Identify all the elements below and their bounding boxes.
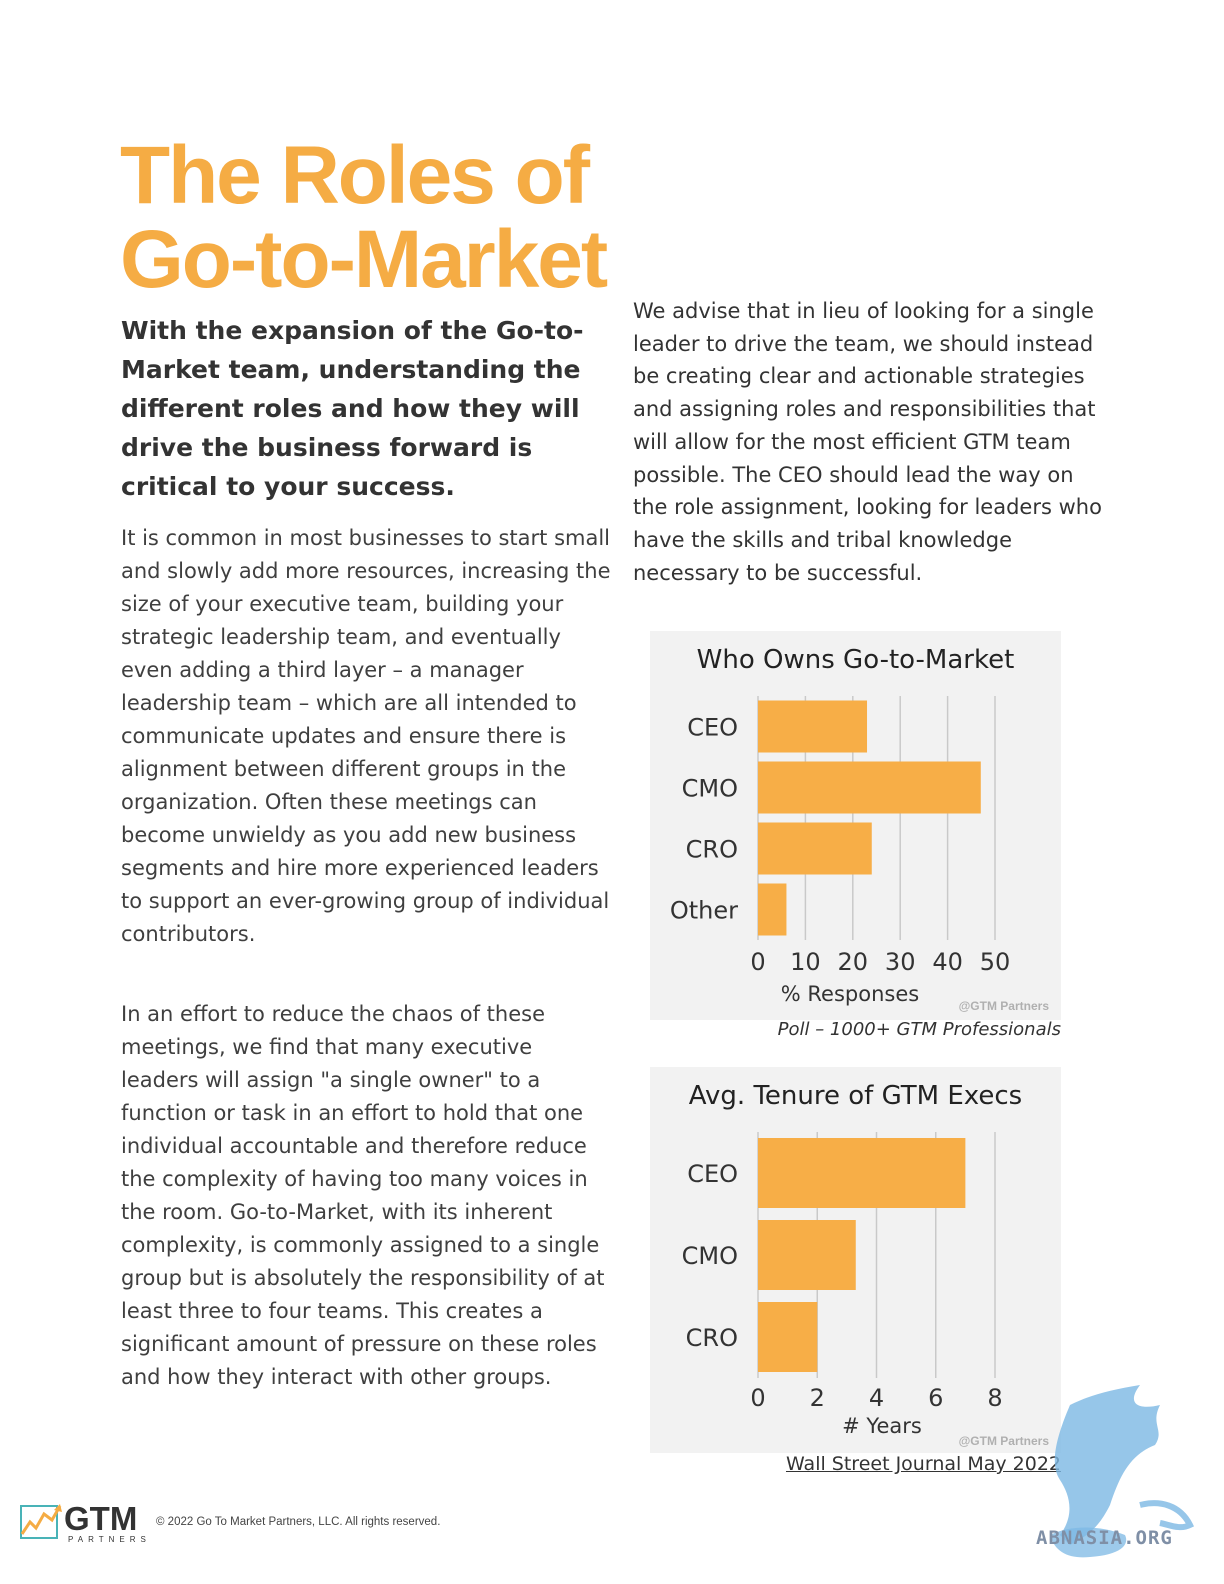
x-tick-label: 40	[932, 948, 963, 976]
bar-cmo	[758, 761, 981, 814]
chart-caption: Poll – 1000+ GTM Professionals	[777, 1019, 1061, 1040]
x-tick-label: 6	[928, 1384, 943, 1412]
x-tick-label: 2	[810, 1384, 825, 1412]
x-tick-label: 20	[838, 948, 869, 976]
chart-plot: 0 2 4 6 8 CEO CMO CRO # Years	[682, 1132, 1003, 1438]
category-label: CMO	[682, 1242, 738, 1270]
title-line-2: Go-to-Market	[120, 214, 608, 305]
bar-cro	[758, 822, 872, 875]
category-label: CRO	[686, 836, 738, 864]
chart-avg-tenure: Avg. Tenure of GTM Execs 0 2 4 6 8 CEO CMO CRO #…	[650, 1067, 1061, 1453]
category-label: CEO	[687, 1160, 738, 1188]
category-label: CMO	[682, 775, 738, 803]
bar-other	[758, 883, 787, 936]
x-tick-label: 0	[750, 948, 765, 976]
x-tick-label: 30	[885, 948, 916, 976]
stamp-text: ABNASIA.ORG	[1036, 1527, 1173, 1549]
category-label: CRO	[686, 1324, 738, 1352]
logo-text: GTM	[64, 1500, 138, 1537]
griffin-stamp-icon	[1050, 1385, 1195, 1558]
category-label: Other	[670, 897, 738, 925]
bar-ceo	[758, 1138, 966, 1208]
x-tick-label: 0	[750, 1384, 765, 1412]
x-tick-label: 4	[869, 1384, 884, 1412]
chart-watermark: @GTM Partners	[958, 999, 1049, 1013]
x-tick-label: 8	[987, 1384, 1002, 1412]
category-label: CEO	[687, 714, 738, 742]
body-paragraph-3: We advise that in lieu of looking for a …	[633, 299, 1102, 585]
chart-arrow-icon	[20, 1504, 62, 1539]
chart-plot: 0 10 20 30 40 50 CEO CMO CRO Other % Responses	[670, 696, 1011, 1006]
body-paragraph-2: In an effort to reduce the chaos of thes…	[121, 1002, 605, 1389]
source-link[interactable]: Wall Street Journal May 2022	[785, 1453, 1061, 1475]
chart-title: Who Owns Go-to-Market	[696, 645, 1015, 675]
title-line-1: The Roles of	[120, 130, 590, 221]
bar-cro	[758, 1302, 818, 1372]
bar-cmo	[758, 1220, 856, 1290]
x-axis-label: # Years	[842, 1414, 922, 1438]
logo-subtext: PARTNERS	[68, 1535, 151, 1544]
chart-watermark: @GTM Partners	[958, 1434, 1049, 1448]
x-tick-label: 50	[980, 948, 1011, 976]
chart-title: Avg. Tenure of GTM Execs	[688, 1081, 1023, 1111]
gtm-partners-logo: GTM PARTNERS	[20, 1500, 146, 1548]
chart-who-owns-gtm: Who Owns Go-to-Market 0 10 20 30 40 50 CEO CMO C…	[650, 631, 1061, 1020]
lead-paragraph: With the expansion of the Go-to-Market t…	[121, 316, 584, 501]
bar-ceo	[758, 700, 868, 753]
body-paragraph-1: It is common in most businesses to start…	[121, 526, 611, 946]
x-tick-label: 10	[790, 948, 821, 976]
copyright-notice: © 2022 Go To Market Partners, LLC. All r…	[156, 1516, 441, 1528]
page-title: The Roles of Go-to-Market	[120, 130, 608, 305]
x-axis-label: % Responses	[781, 982, 919, 1006]
